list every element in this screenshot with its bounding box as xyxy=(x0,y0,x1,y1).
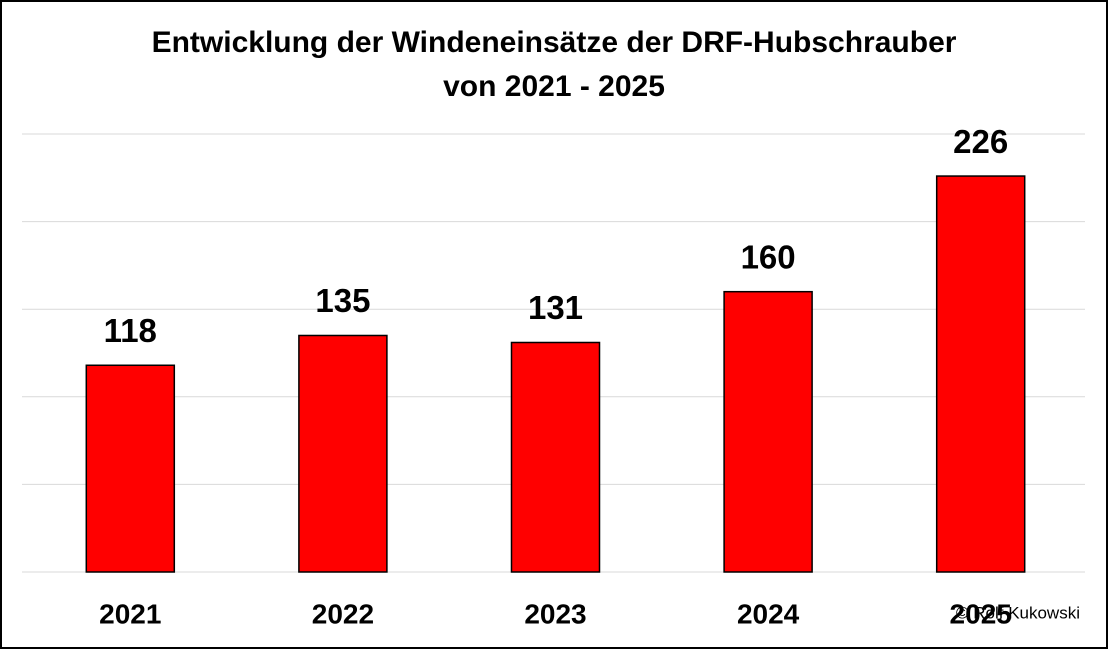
x-tick-label: 2025 xyxy=(950,598,1012,629)
data-label: 160 xyxy=(741,238,796,275)
chart-subtitle: von 2021 - 2025 xyxy=(443,70,665,103)
chart-title: Entwicklung der Windeneinsätze der DRF-H… xyxy=(152,26,957,59)
x-tick-label: 2024 xyxy=(737,598,800,629)
data-label: 131 xyxy=(528,289,583,326)
x-tick-label: 2021 xyxy=(99,598,161,629)
copyright: © Rolf Kukowski xyxy=(956,603,1080,622)
data-label: 118 xyxy=(104,312,157,349)
bar xyxy=(935,175,1026,573)
bar xyxy=(298,334,388,573)
x-tick-label: 2023 xyxy=(524,598,586,629)
data-label: 135 xyxy=(315,282,370,319)
data-label: 226 xyxy=(953,123,1008,160)
bar xyxy=(85,364,176,573)
bar xyxy=(723,290,813,573)
bar xyxy=(510,341,601,573)
x-tick-label: 2022 xyxy=(312,598,374,629)
